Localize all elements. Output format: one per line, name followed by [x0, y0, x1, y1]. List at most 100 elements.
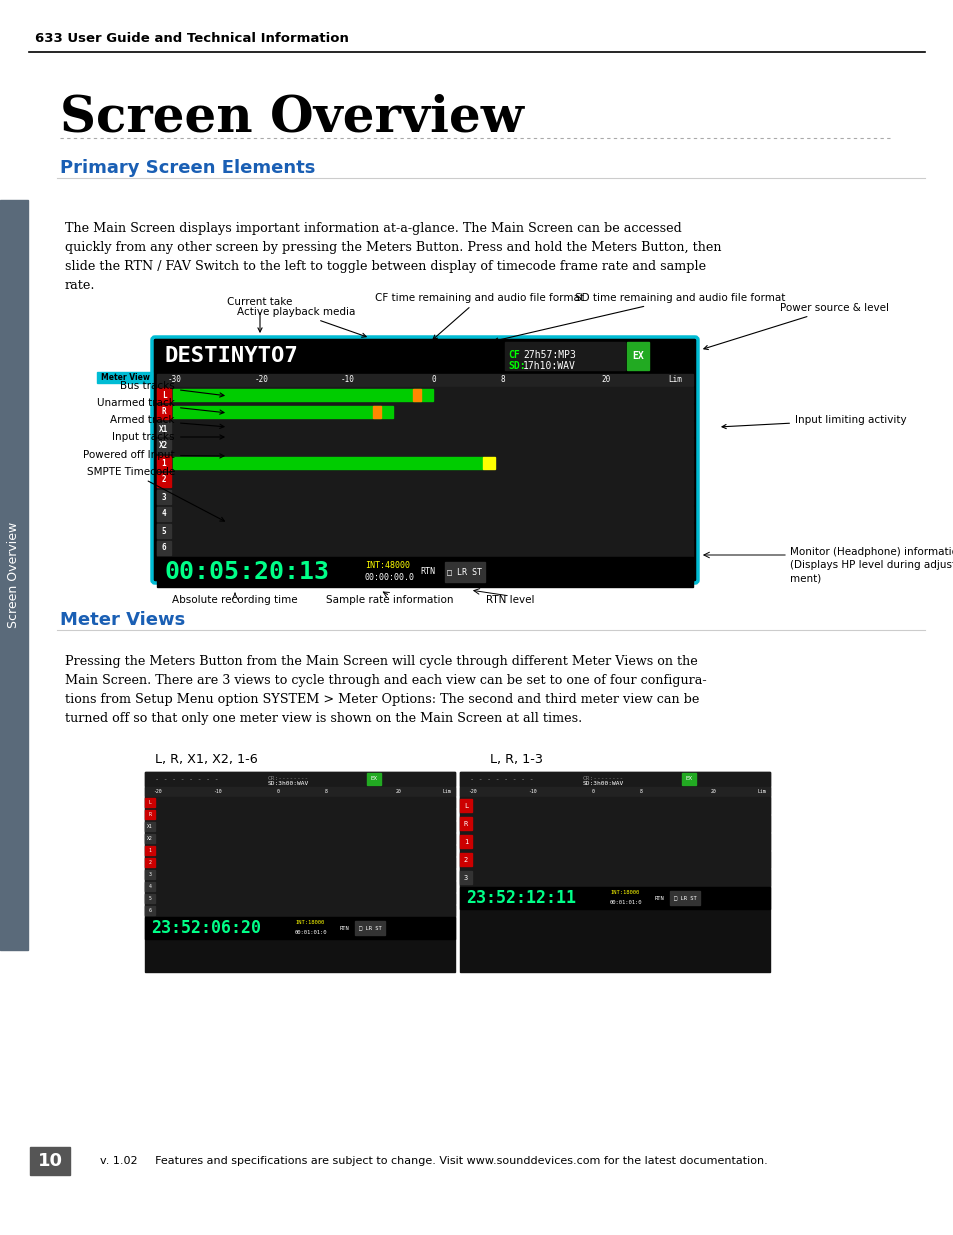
Text: Current take: Current take: [227, 296, 293, 332]
Bar: [459, 815, 769, 832]
Text: 0: 0: [431, 375, 436, 384]
Text: Lim: Lim: [442, 789, 451, 794]
Bar: [145, 787, 455, 797]
Bar: [413, 389, 420, 401]
Bar: [459, 871, 472, 884]
Text: INT:18000: INT:18000: [609, 890, 639, 895]
Text: 0: 0: [591, 789, 594, 794]
Bar: [145, 882, 154, 890]
Text: Screen Overview: Screen Overview: [60, 94, 523, 142]
Text: RTN: RTN: [419, 568, 435, 577]
Text: 1: 1: [463, 839, 468, 845]
Bar: [459, 853, 472, 866]
Text: SD:3h00:WAV: SD:3h00:WAV: [268, 781, 309, 785]
Text: 00:05:20:13: 00:05:20:13: [165, 559, 330, 584]
Bar: [30, 1147, 70, 1174]
Bar: [145, 905, 455, 916]
Text: 4: 4: [161, 510, 166, 519]
Text: INT:18000: INT:18000: [294, 920, 324, 925]
Text: 5: 5: [161, 526, 166, 536]
Bar: [459, 887, 769, 909]
Bar: [145, 858, 154, 867]
Text: Bus tracks: Bus tracks: [120, 382, 224, 398]
Bar: [157, 422, 171, 436]
Text: 4: 4: [149, 884, 152, 889]
Bar: [172, 389, 433, 401]
Text: Absolute recording time: Absolute recording time: [172, 595, 297, 605]
Text: Input limiting activity: Input limiting activity: [721, 415, 905, 429]
Bar: [157, 473, 171, 487]
Bar: [145, 772, 455, 972]
Text: 3: 3: [463, 874, 468, 881]
Bar: [157, 522, 692, 538]
Text: 1: 1: [161, 458, 166, 468]
Text: 0: 0: [276, 789, 279, 794]
Text: 20: 20: [395, 789, 401, 794]
Bar: [157, 438, 171, 453]
Text: The Main Screen displays important information at-a-glance. The Main Screen can : The Main Screen displays important infor…: [65, 222, 720, 291]
Bar: [459, 799, 472, 811]
Bar: [145, 869, 154, 879]
Text: R: R: [149, 811, 152, 818]
Bar: [681, 773, 696, 785]
Bar: [172, 406, 393, 417]
Bar: [355, 921, 385, 935]
Text: X1: X1: [147, 824, 152, 829]
Bar: [157, 421, 692, 437]
Bar: [157, 388, 171, 403]
Text: 00:01:01:0: 00:01:01:0: [294, 930, 327, 935]
Text: 8: 8: [639, 789, 642, 794]
Text: Unarmed track: Unarmed track: [97, 398, 224, 414]
Bar: [157, 541, 171, 555]
Bar: [157, 508, 171, 521]
Bar: [145, 772, 455, 785]
Text: -20: -20: [152, 789, 161, 794]
Text: 10: 10: [37, 1152, 63, 1170]
Text: CR:--------: CR:--------: [582, 776, 623, 781]
Bar: [367, 773, 380, 785]
Text: -10: -10: [528, 789, 537, 794]
Text: 6: 6: [149, 908, 152, 913]
Bar: [459, 772, 769, 972]
Text: - - - - - - - -: - - - - - - - -: [470, 776, 533, 782]
Text: EX: EX: [370, 777, 377, 782]
Text: CF time remaining and audio file format: CF time remaining and audio file format: [375, 293, 584, 340]
Bar: [459, 869, 769, 885]
Text: R: R: [161, 408, 166, 416]
Bar: [157, 456, 171, 471]
Bar: [459, 818, 472, 830]
Bar: [373, 406, 380, 417]
Bar: [145, 918, 455, 939]
Bar: [459, 797, 769, 814]
Text: X2: X2: [159, 441, 169, 451]
Text: -20: -20: [254, 375, 268, 384]
Bar: [145, 823, 154, 831]
Text: RTN: RTN: [339, 925, 350, 930]
Bar: [97, 372, 152, 383]
Bar: [444, 562, 484, 582]
Bar: [145, 881, 455, 892]
Text: □ LR ST: □ LR ST: [447, 568, 482, 577]
Text: Input tracks: Input tracks: [112, 432, 224, 442]
Text: 00:01:01:0: 00:01:01:0: [609, 900, 641, 905]
Text: DESTINYTO7: DESTINYTO7: [165, 346, 298, 366]
Text: SD:: SD:: [507, 361, 525, 370]
Text: 20: 20: [600, 375, 610, 384]
Bar: [157, 472, 692, 488]
Bar: [145, 821, 455, 832]
Text: Meter Views: Meter Views: [60, 611, 185, 629]
Text: -20: -20: [467, 789, 476, 794]
FancyBboxPatch shape: [152, 337, 698, 583]
Text: L: L: [463, 803, 468, 809]
Text: 27h57:MP3: 27h57:MP3: [522, 350, 576, 359]
Text: Pressing the Meters Button from the Main Screen will cycle through different Met: Pressing the Meters Button from the Main…: [65, 655, 706, 725]
Text: INT:48000: INT:48000: [365, 561, 410, 569]
Text: -10: -10: [213, 789, 221, 794]
Bar: [145, 893, 455, 904]
Text: RTN: RTN: [655, 895, 664, 900]
Bar: [145, 894, 154, 903]
Bar: [157, 342, 692, 370]
Text: CF: CF: [507, 350, 519, 359]
Text: 2: 2: [149, 860, 152, 864]
Text: Primary Screen Elements: Primary Screen Elements: [60, 159, 315, 177]
